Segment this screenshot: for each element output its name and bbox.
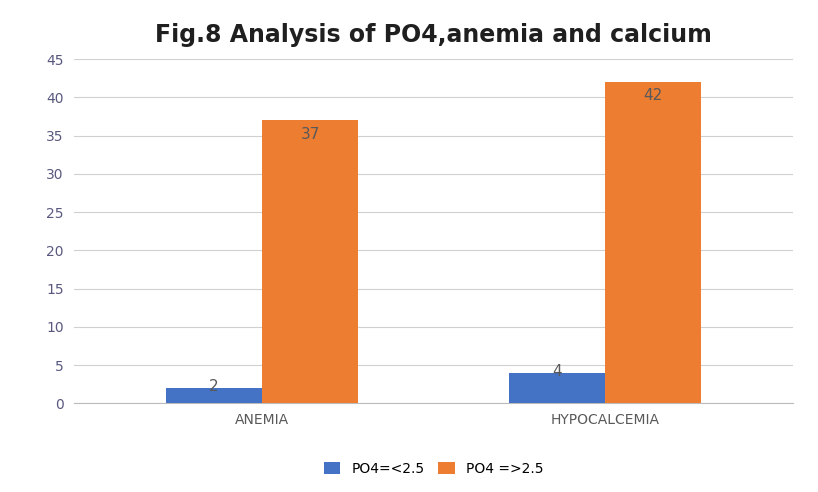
Bar [605, 82, 701, 403]
Text: 2: 2 [209, 379, 219, 394]
Bar [166, 388, 262, 403]
Text: 37: 37 [300, 127, 320, 142]
Bar [509, 373, 605, 403]
Text: 42: 42 [643, 89, 663, 103]
Bar [262, 120, 358, 403]
Text: 4: 4 [552, 364, 562, 379]
Legend: PO4=<2.5, PO4 =>2.5: PO4=<2.5, PO4 =>2.5 [317, 455, 551, 483]
Title: Fig.8 Analysis of PO4,anemia and calcium: Fig.8 Analysis of PO4,anemia and calcium [155, 24, 712, 47]
